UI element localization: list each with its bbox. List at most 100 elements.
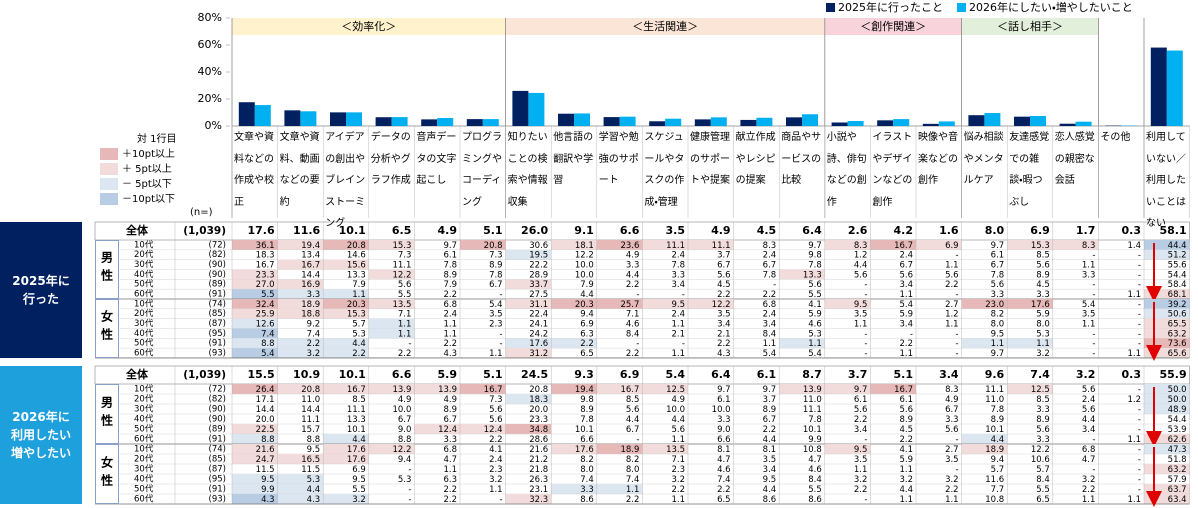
cell-value: 19.4: [301, 241, 320, 251]
cell-value: 11.1: [347, 405, 366, 415]
cell-value: 1.1: [899, 465, 913, 475]
cell-value: 3.4: [1082, 425, 1096, 435]
cell-value: 8.8: [261, 339, 275, 349]
cell-value: 3.3: [443, 435, 457, 445]
column-header: 知りたいことの検索や情報収集: [507, 132, 548, 208]
cell-value: 18.3: [529, 395, 548, 405]
cell-value: 4.6: [626, 320, 640, 330]
cell-value: 18.3: [256, 251, 275, 261]
cell-value: 3.4: [854, 425, 868, 435]
cell-value: 1.1: [945, 261, 959, 271]
sex-label: 男性: [95, 384, 119, 444]
cell-value: 3.2: [671, 475, 685, 485]
group-band: [824, 18, 962, 35]
cell-value: 1.1: [671, 435, 685, 445]
bar: [421, 119, 438, 126]
cell-highlight: [1144, 338, 1190, 349]
cell-value: 1.1: [899, 290, 913, 300]
cell-value: 2.2: [352, 349, 366, 359]
cell-value: -: [1138, 455, 1141, 465]
bar: [922, 123, 939, 126]
cell-value: 65.6: [1168, 349, 1187, 359]
cell-value: 9.0: [717, 425, 731, 435]
cell-value: 2.2: [854, 485, 868, 495]
cell-value: 4.4: [763, 485, 777, 495]
cell-value: 5.4: [1082, 300, 1096, 310]
cell-value: 3.4: [717, 320, 731, 330]
cell-value: 20.8: [301, 385, 320, 395]
cell-value: 11.0: [301, 395, 320, 405]
cell-highlight: [277, 484, 324, 494]
age-label: 10代: [134, 444, 154, 455]
cell-value: 13.5: [392, 300, 411, 310]
cell-value: 7.4: [307, 329, 321, 339]
cell-value: 8.0: [1036, 320, 1050, 330]
cell-value: 63.2: [1168, 465, 1187, 475]
cell-value: 15.3: [392, 241, 411, 251]
cell-highlight: [824, 298, 871, 309]
cell-highlight: [323, 259, 369, 270]
age-label: 10代: [134, 298, 154, 309]
bar: [391, 117, 408, 126]
cell-highlight: [551, 240, 597, 250]
table-legend-label: ＋10pt以上: [122, 148, 175, 160]
column-header: 恋人感覚の親密な会話: [1054, 132, 1095, 186]
group-label: ＜創作関連＞: [860, 19, 926, 33]
cell-value: 3.4: [899, 280, 913, 290]
cell-value: 24.1: [529, 320, 548, 330]
cell-value: -: [1138, 485, 1141, 495]
cell-value: 19.5: [529, 251, 548, 261]
cell-value: 6.6: [580, 435, 594, 445]
cell-highlight: [1007, 240, 1053, 250]
sex-label: 男性: [95, 240, 119, 299]
cell-value: 1.2: [854, 251, 868, 261]
group-band: [961, 18, 1099, 35]
cell-highlight: [277, 279, 324, 290]
cell-value: 6.1: [717, 395, 731, 405]
cell-value: 4.3: [717, 349, 731, 359]
cell-highlight: [642, 298, 688, 309]
cell-value: 50.0: [1168, 395, 1187, 405]
cell-value: 4.4: [352, 435, 366, 445]
cell-value: 17.6: [575, 445, 594, 455]
cell-value: 1.1: [945, 495, 959, 505]
cell-value: 2.2: [854, 415, 868, 425]
cell-highlight: [916, 240, 962, 250]
cell-value: -: [1092, 251, 1095, 261]
cell-value: 7.9: [443, 280, 457, 290]
total-value: 0.3: [1122, 224, 1142, 237]
row-n: (91): [209, 435, 226, 445]
cell-value: 3.2: [307, 349, 321, 359]
cell-value: 8.2: [626, 455, 640, 465]
cell-highlight: [368, 269, 415, 280]
cell-value: 17.6: [1031, 300, 1050, 310]
cell-highlight: [596, 484, 643, 494]
column-header: 学習や勉強のサポート: [598, 132, 639, 186]
total-value: 5.1: [894, 368, 914, 381]
cell-highlight: [596, 384, 643, 394]
cell-value: 17.6: [347, 455, 366, 465]
bar: [938, 121, 955, 126]
row-n: (72): [209, 240, 226, 250]
bar: [254, 105, 271, 126]
section-label-line: 利用したい: [10, 428, 71, 442]
column-header: 献立作成やレシピの提案: [735, 132, 776, 186]
cell-value: 5.6: [945, 425, 959, 435]
bar: [847, 121, 864, 126]
cell-highlight: [870, 240, 916, 250]
cell-highlight: [505, 338, 552, 349]
cell-value: 9.7: [763, 385, 777, 395]
cell-value: -: [956, 349, 959, 359]
cell-value: 8.5: [626, 395, 640, 405]
bar: [665, 118, 682, 126]
cell-value: -: [864, 280, 867, 290]
cell-value: 28.6: [529, 435, 548, 445]
cell-value: 5.6: [945, 270, 959, 280]
total-n: (1,039): [183, 225, 226, 237]
cell-value: 5.5: [808, 485, 822, 495]
bar: [528, 92, 545, 126]
total-value: 26.0: [521, 224, 548, 237]
cell-value: 27.0: [256, 280, 275, 290]
cell-value: 2.2: [899, 339, 913, 349]
